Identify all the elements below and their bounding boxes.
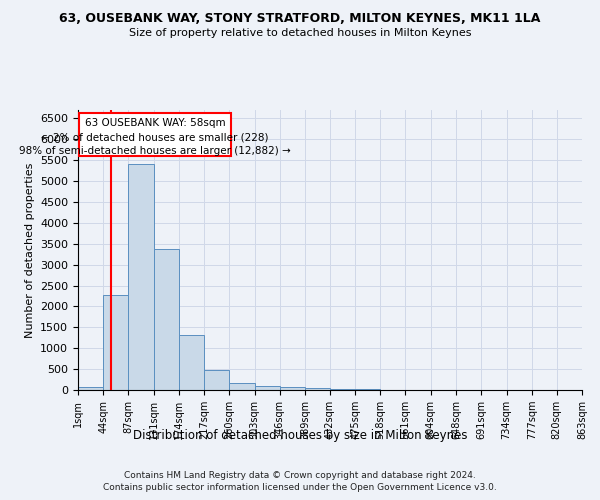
- Bar: [179, 336, 204, 390]
- Text: 63 OUSEBANK WAY: 58sqm: 63 OUSEBANK WAY: 58sqm: [85, 118, 225, 128]
- Text: 98% of semi-detached houses are larger (12,882) →: 98% of semi-detached houses are larger (…: [19, 146, 291, 156]
- Text: 63, OUSEBANK WAY, STONY STRATFORD, MILTON KEYNES, MK11 1LA: 63, OUSEBANK WAY, STONY STRATFORD, MILTO…: [59, 12, 541, 26]
- Bar: [229, 384, 254, 390]
- Text: Contains HM Land Registry data © Crown copyright and database right 2024.: Contains HM Land Registry data © Crown c…: [124, 471, 476, 480]
- Bar: [78, 387, 103, 390]
- Text: Distribution of detached houses by size in Milton Keynes: Distribution of detached houses by size …: [133, 428, 467, 442]
- Bar: [204, 370, 229, 390]
- Bar: [330, 388, 355, 390]
- Bar: [280, 387, 305, 390]
- Bar: [154, 248, 179, 390]
- Text: ← 2% of detached houses are smaller (228): ← 2% of detached houses are smaller (228…: [41, 132, 269, 142]
- Bar: [355, 389, 380, 390]
- FancyBboxPatch shape: [79, 114, 230, 156]
- Bar: [305, 388, 330, 390]
- Y-axis label: Number of detached properties: Number of detached properties: [25, 162, 35, 338]
- Bar: [254, 386, 280, 390]
- Text: Size of property relative to detached houses in Milton Keynes: Size of property relative to detached ho…: [129, 28, 471, 38]
- Text: Contains public sector information licensed under the Open Government Licence v3: Contains public sector information licen…: [103, 484, 497, 492]
- Bar: [103, 295, 128, 390]
- Bar: [128, 164, 154, 390]
